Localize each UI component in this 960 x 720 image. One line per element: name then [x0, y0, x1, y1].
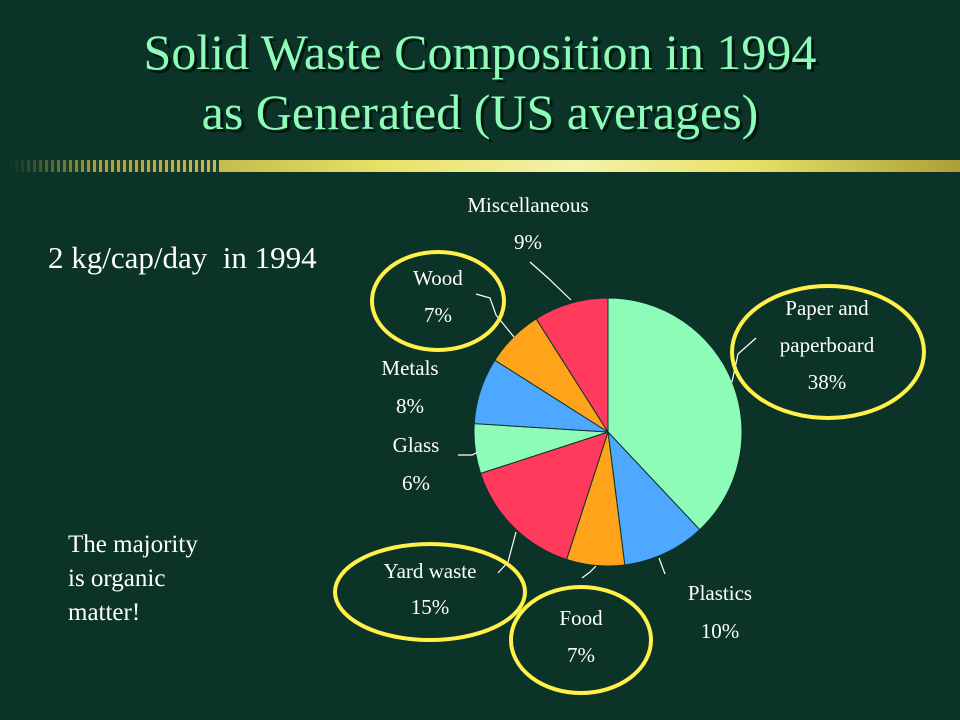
title-line-2: as Generated (US averages) [201, 84, 759, 140]
leader-line-miscellaneous [529, 261, 572, 301]
leader-line-wood [475, 293, 515, 338]
pie-slice-plastics [607, 430, 701, 566]
slice-label-line: Metals [381, 356, 438, 380]
highlight-ellipse-wood [370, 250, 506, 352]
pie-slice-miscellaneous [535, 297, 609, 434]
slice-labels: Paper and paperboard 38% Plastics 10% Food 7% Y… [381, 193, 874, 667]
leader-line-plastics [658, 557, 666, 575]
slice-label-line: 6% [402, 471, 430, 495]
leader-line-glass [458, 451, 479, 456]
slice-label-glass: Glass 6% [393, 433, 440, 495]
highlight-ellipse-paper-and-paperboard [730, 284, 926, 420]
slice-label-yard-waste: Yard waste 15% [384, 559, 477, 619]
slice-label-line: Food [559, 606, 603, 630]
title-line-1: Solid Waste Composition in 1994 [143, 24, 817, 80]
slice-label-miscellaneous: Miscellaneous 9% [467, 193, 588, 254]
title-divider [0, 160, 960, 172]
slice-label-paper-and-paperboard: Paper and paperboard 38% [780, 296, 875, 394]
title-divider-stripes [0, 160, 220, 172]
slice-label-line: Yard waste [384, 559, 477, 583]
highlight-ellipse-food [509, 585, 653, 695]
highlight-ellipse-yard-waste [333, 542, 527, 642]
slice-label-line: Glass [393, 433, 440, 457]
pie-slice-yard-waste [479, 431, 609, 561]
leader-line-food [581, 565, 597, 579]
slice-label-line: 8% [396, 394, 424, 418]
pie-slice-paper-and-paperboard [607, 297, 743, 531]
slice-label-wood: Wood 7% [413, 266, 463, 327]
slice-label-plastics: Plastics 10% [688, 581, 752, 643]
slice-label-line: 15% [411, 595, 450, 619]
leader-line-paper-and-paperboard [731, 337, 757, 383]
highlight-ellipses [333, 250, 926, 695]
slice-label-metals: Metals 8% [381, 356, 438, 418]
slice-label-food: Food 7% [559, 606, 603, 667]
slice-label-line: 9% [514, 230, 542, 254]
leader-line-yard-waste [497, 531, 517, 574]
leader-lines [458, 261, 757, 579]
generation-rate-text: 2 kg/cap/day in 1994 [48, 240, 317, 275]
slice-label-line: 38% [808, 370, 847, 394]
slice-label-line: 10% [701, 619, 740, 643]
pie-slices [473, 297, 743, 567]
slice-label-line: Paper and [785, 296, 869, 320]
slice-label-line: paperboard [780, 333, 875, 357]
slice-label-line: 7% [424, 303, 452, 327]
slice-label-line: Miscellaneous [467, 193, 588, 217]
slice-label-line: Wood [413, 266, 463, 290]
organic-matter-note: The majority is organic matter! [68, 531, 198, 626]
slice-label-line: 7% [567, 643, 595, 667]
slice-label-line: Plastics [688, 581, 752, 605]
slide-title: Solid Waste Composition in 1994 as Gener… [0, 22, 960, 142]
